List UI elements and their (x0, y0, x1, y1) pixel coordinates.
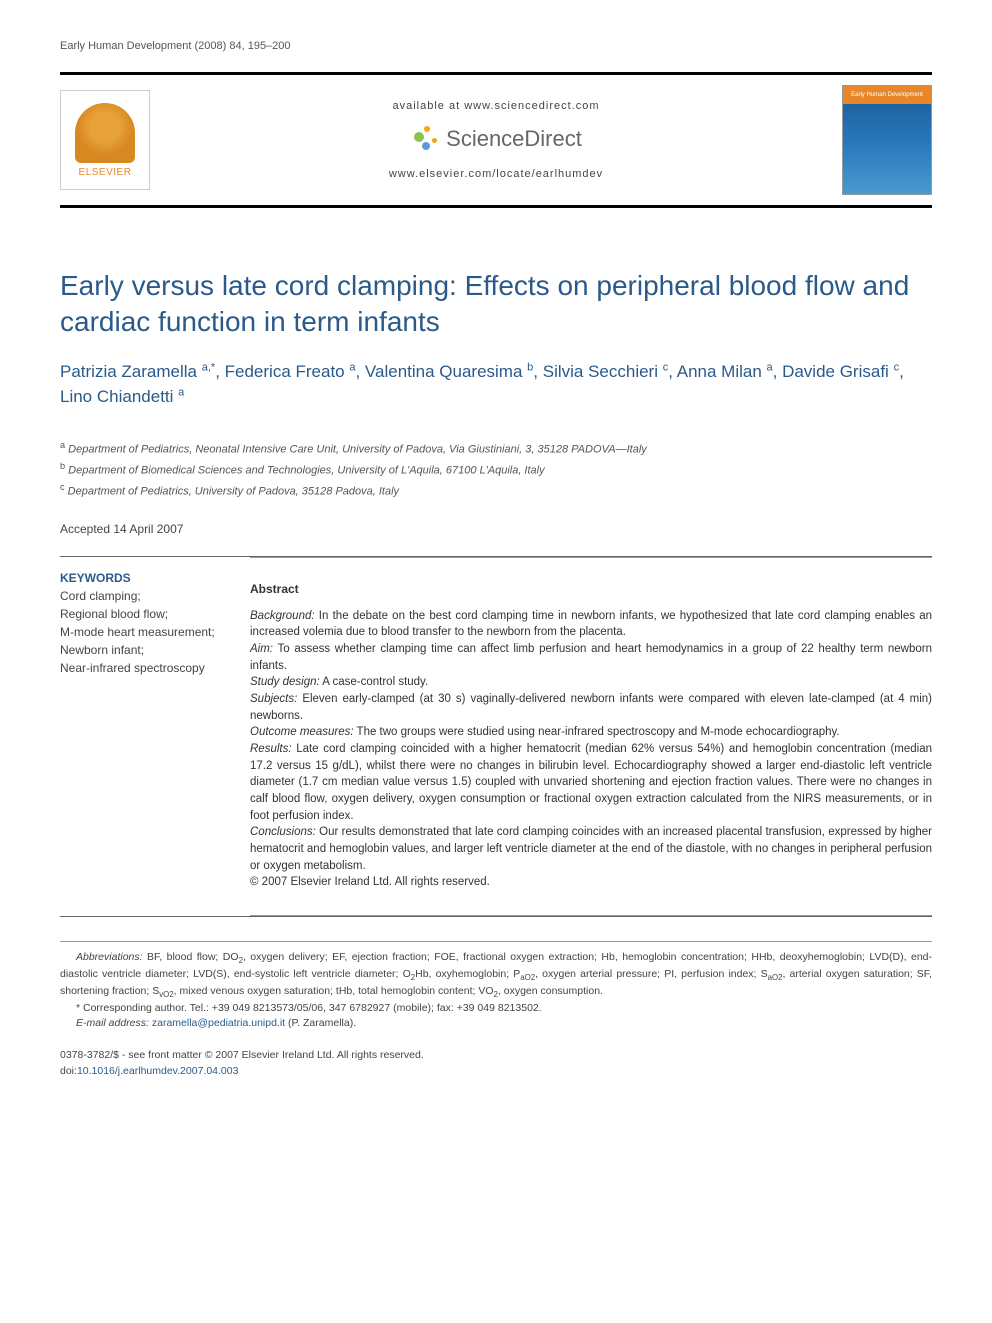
abstract-container: KEYWORDS Cord clamping;Regional blood fl… (60, 556, 932, 917)
abstract-heading: Abstract (250, 582, 932, 596)
elsevier-tree-icon (75, 103, 135, 163)
keywords-list: Cord clamping;Regional blood flow;M-mode… (60, 587, 220, 677)
keywords-column: KEYWORDS Cord clamping;Regional blood fl… (60, 571, 220, 902)
locate-url: www.elsevier.com/locate/earlhumdev (170, 168, 822, 180)
sciencedirect-dots-icon (410, 124, 440, 154)
sciencedirect-text: ScienceDirect (446, 126, 582, 152)
available-at-text: available at www.sciencedirect.com (170, 100, 822, 112)
footer-meta: 0378-3782/$ - see front matter © 2007 El… (60, 1048, 932, 1080)
journal-cover-thumbnail: Early Human Development (842, 85, 932, 195)
email-line: E-mail address: zaramella@pediatria.unip… (60, 1016, 932, 1032)
affiliation-a: a Department of Pediatrics, Neonatal Int… (60, 438, 932, 459)
sciencedirect-logo: ScienceDirect (170, 124, 822, 154)
top-banner: ELSEVIER available at www.sciencedirect.… (60, 72, 932, 208)
running-header: Early Human Development (2008) 84, 195–2… (60, 40, 932, 52)
email-link[interactable]: zaramella@pediatria.unipd.it (152, 1017, 285, 1029)
affiliation-c: c Department of Pediatrics, University o… (60, 480, 932, 501)
doi-link[interactable]: 10.1016/j.earlhumdev.2007.04.003 (77, 1065, 239, 1077)
authors-list: Patrizia Zaramella a,*, Federica Freato … (60, 359, 932, 410)
elsevier-logo: ELSEVIER (60, 90, 150, 190)
footnotes: Abbreviations: BF, blood flow; DO2, oxyg… (60, 941, 932, 1032)
abstract-text: Background: In the debate on the best co… (250, 608, 932, 891)
elsevier-text: ELSEVIER (79, 167, 132, 178)
abbreviations: Abbreviations: BF, blood flow; DO2, oxyg… (60, 950, 932, 1001)
keywords-heading: KEYWORDS (60, 571, 220, 585)
banner-center: available at www.sciencedirect.com Scien… (170, 100, 822, 180)
journal-cover-label: Early Human Development (843, 86, 931, 104)
affiliations: a Department of Pediatrics, Neonatal Int… (60, 438, 932, 502)
issn-line: 0378-3782/$ - see front matter © 2007 El… (60, 1048, 932, 1064)
article-title: Early versus late cord clamping: Effects… (60, 268, 932, 341)
affiliation-b: b Department of Biomedical Sciences and … (60, 459, 932, 480)
accepted-date: Accepted 14 April 2007 (60, 522, 932, 536)
corresponding-author: * Corresponding author. Tel.: +39 049 82… (60, 1001, 932, 1017)
abstract-column: Abstract Background: In the debate on th… (250, 557, 932, 916)
doi-line: doi:10.1016/j.earlhumdev.2007.04.003 (60, 1064, 932, 1080)
